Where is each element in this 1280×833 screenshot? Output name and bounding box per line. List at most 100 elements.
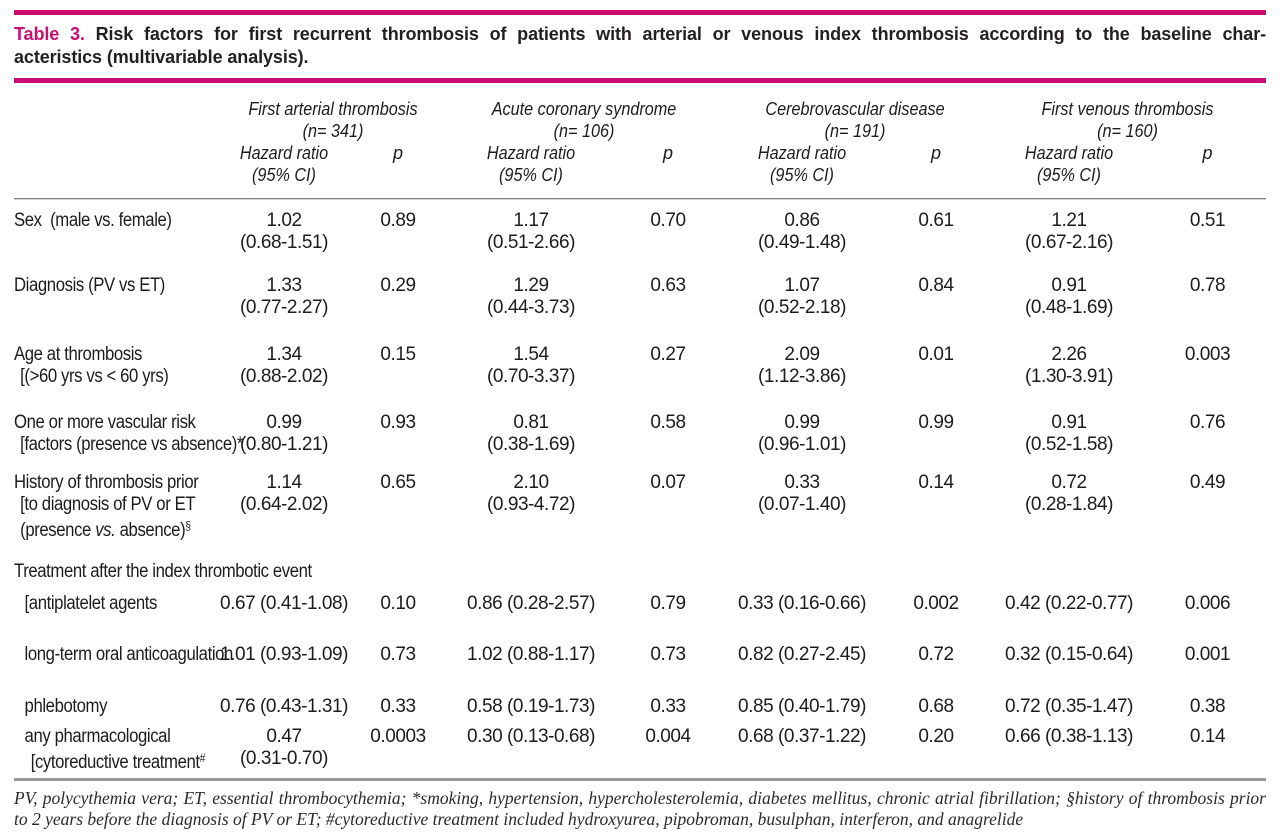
hazard-ratio-cell: 0.91 (0.48-1.69) [1025,275,1113,318]
p-value-cell: 0.0003 [370,726,426,747]
p-header: p [662,143,673,163]
table-row: any pharmacological [cytoreductive treatm… [14,726,1266,774]
p-value-cell: 0.003 [1184,344,1231,365]
p-value-cell: 0.63 [650,275,686,296]
p-value-cell: 0.65 [380,472,416,493]
table-row: Sex (male vs. female) 1.02 (0.68-1.51) 0.89… [14,210,1266,254]
p-value-cell: 0.78 [1189,275,1226,296]
hazard-ratio-cell: 1.29 (0.44-3.73) [487,275,575,318]
hazard-ratio-cell: 0.82 (0.27-2.45) [738,644,866,665]
p-value-cell: 0.004 [645,726,691,747]
p-value-cell: 0.58 [650,412,686,433]
hazard-ratio-cell: 0.86 (0.28-2.57) [467,593,595,614]
caption-text-1: Risk factors for first recurrent thrombo… [95,24,1267,44]
hazard-ratio-header: Hazard ratio (95% CI) [1024,143,1114,185]
hazard-ratio-cell: 0.58 (0.19-1.73) [467,696,595,717]
hazard-ratio-cell: 1.34 (0.88-2.02) [240,344,328,387]
p-value-cell: 0.14 [918,472,954,493]
group-n: (n= 341) [302,121,364,141]
header-subrow: Hazard ratio (95% CI) p Hazard ratio (95… [14,142,1266,186]
column-group-venous: First venous thrombosis (n= 160) [989,98,1266,142]
p-value-cell: 0.27 [650,344,686,365]
hazard-ratio-cell: 0.68 (0.37-1.22) [738,726,866,747]
p-value-cell: 0.001 [1184,644,1231,665]
hazard-ratio-cell: 0.42 (0.22-0.77) [1005,593,1133,614]
group-name: Acute coronary syndrome [491,99,677,119]
p-value-cell: 0.73 [650,644,686,665]
p-value-cell: 0.73 [380,644,416,665]
hazard-ratio-cell: 0.72 (0.28-1.84) [1025,472,1113,515]
row-label: One or more vascular risk [factors (prese… [14,412,244,455]
row-label: Diagnosis (PV vs ET) [14,275,165,296]
hazard-ratio-cell: 0.66 (0.38-1.13) [1005,726,1133,747]
p-value-cell: 0.79 [650,593,686,614]
group-name: First arterial thrombosis [248,99,418,119]
hazard-ratio-cell: 1.17 (0.51-2.66) [487,210,575,253]
p-value-cell: 0.72 [918,644,954,665]
hazard-ratio-cell: 1.02 (0.88-1.17) [467,644,595,665]
hazard-ratio-header: Hazard ratio (95% CI) [486,143,576,185]
hazard-ratio-cell: 0.91 (0.52-1.58) [1025,412,1113,455]
p-header: p [930,143,941,163]
header-rule [14,198,1266,200]
section-row: Treatment after the index thrombotic eve… [14,561,1266,583]
group-name: Cerebrovascular disease [765,99,945,119]
group-n: (n= 191) [824,121,886,141]
p-value-cell: 0.002 [913,593,959,614]
p-value-cell: 0.99 [918,412,954,433]
row-label: Age at thrombosis [(>60 yrs vs < 60 yrs) [14,344,169,387]
p-value-cell: 0.51 [1189,210,1226,231]
row-label: Sex (male vs. female) [14,210,172,231]
p-value-cell: 0.10 [380,593,416,614]
column-group-cerebrovascular: Cerebrovascular disease (n= 191) [721,98,989,142]
column-group-acs: Acute coronary syndrome (n= 106) [447,98,721,142]
hazard-ratio-cell: 1.14 (0.64-2.02) [240,472,328,515]
table-row: One or more vascular risk [factors (prese… [14,412,1266,456]
table-row: Age at thrombosis [(>60 yrs vs < 60 yrs) 1… [14,344,1266,388]
table-body: Sex (male vs. female) 1.02 (0.68-1.51) 0.89… [14,200,1266,774]
hazard-ratio-cell: 0.33 (0.07-1.40) [758,472,846,515]
caption-line-1: Table 3. Risk factors for first recurren… [14,23,1266,46]
hazard-ratio-cell: 1.01 (0.93-1.09) [220,644,348,665]
hazard-ratio-cell: 1.33 (0.77-2.27) [240,275,328,318]
p-value-cell: 0.20 [918,726,954,747]
p-value-cell: 0.70 [650,210,686,231]
p-value-cell: 0.33 [380,696,416,717]
p-value-cell: 0.93 [380,412,416,433]
hazard-ratio-cell: 0.32 (0.15-0.64) [1005,644,1133,665]
p-value-cell: 0.07 [650,472,686,493]
hazard-ratio-cell: 2.10 (0.93-4.72) [487,472,575,515]
table-row: Diagnosis (PV vs ET) 1.33 (0.77-2.27) 0.29 1… [14,275,1266,319]
p-value-cell: 0.01 [918,344,954,365]
hazard-ratio-cell: 0.86 (0.49-1.48) [758,210,846,253]
hazard-ratio-header: Hazard ratio (95% CI) [757,143,847,185]
hazard-ratio-cell: 0.67 (0.41-1.08) [220,593,348,614]
hazard-ratio-cell: 1.21 (0.67-2.16) [1025,210,1113,253]
hazard-ratio-cell: 0.33 (0.16-0.66) [738,593,866,614]
header-spacer [14,98,219,142]
section-label: Treatment after the index thrombotic eve… [14,561,312,582]
row-label: History of thrombosis prior [to diagnosis… [14,472,199,541]
group-name: First venous thrombosis [1041,99,1214,119]
p-value-cell: 0.68 [918,696,954,717]
group-n: (n= 160) [1097,121,1158,141]
table-row: long-term oral anticoagulation 1.01 (0.93… [14,644,1266,666]
hazard-ratio-cell: 0.85 (0.40-1.79) [738,696,866,717]
p-value-cell: 0.89 [380,210,416,231]
hazard-ratio-cell: 0.99 (0.96-1.01) [758,412,846,455]
p-value-cell: 0.15 [380,344,416,365]
p-value-cell: 0.76 [1189,412,1226,433]
hazard-ratio-cell: 2.09 (1.12-3.86) [758,344,846,387]
group-n: (n= 106) [553,121,615,141]
header-spacer [14,142,219,186]
table-header: First arterial thrombosis (n= 341) Acute… [14,83,1266,198]
hazard-ratio-cell: 0.30 (0.13-0.68) [467,726,595,747]
p-value-cell: 0.49 [1189,472,1226,493]
hazard-ratio-cell: 0.99 (0.80-1.21) [240,412,328,455]
table-caption: Table 3. Risk factors for first recurren… [14,23,1266,69]
caption-table-number: Table 3. [14,24,85,44]
hazard-ratio-cell: 1.07 (0.52-2.18) [758,275,846,318]
row-label: any pharmacological [cytoreductive treatm… [24,726,206,773]
column-group-arterial: First arterial thrombosis (n= 341) [219,98,447,142]
